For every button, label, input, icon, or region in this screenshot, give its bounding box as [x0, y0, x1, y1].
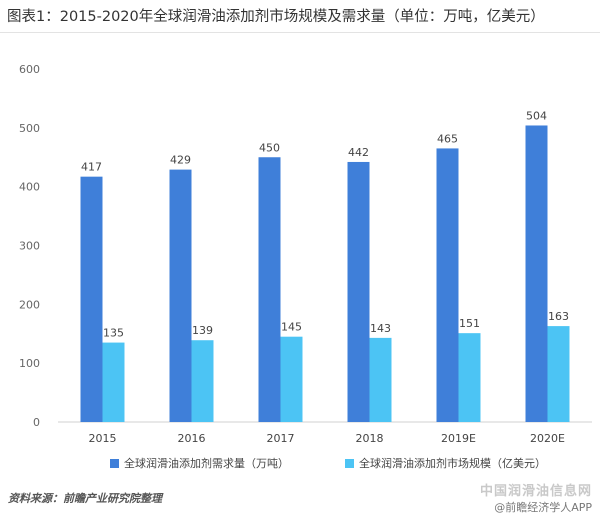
y-tick-label: 500	[19, 122, 40, 135]
data-label: 417	[81, 161, 102, 174]
bar-market-size	[369, 337, 392, 422]
legend-swatch-market-size	[345, 458, 354, 468]
x-tick-label: 2020E	[530, 432, 565, 445]
bar-demand	[258, 157, 281, 422]
data-label: 450	[259, 141, 280, 154]
data-label: 429	[170, 154, 191, 167]
footer-watermark: 中国润滑油信息网 @前瞻经济学人APP	[480, 480, 592, 515]
bar-market-size	[102, 342, 125, 422]
bar-market-size	[191, 340, 214, 422]
x-tick-label: 2016	[178, 432, 206, 445]
data-label: 151	[459, 317, 480, 330]
x-axis: 2015 2016 2017 2018 2019E 2020E	[58, 421, 592, 445]
x-tick-label: 2019E	[441, 432, 476, 445]
bar-market-size	[547, 326, 570, 422]
bar-chart: 0 100 200 300 400 500 600 2015 2016 2017 2018 2019…	[19, 63, 592, 445]
y-tick-label: 400	[19, 181, 40, 194]
data-label: 442	[348, 146, 369, 159]
bar-demand	[80, 176, 103, 422]
legend: 全球润滑油添加剂需求量（万吨） 全球润滑油添加剂市场规模（亿美元）	[110, 455, 560, 473]
y-tick-label: 300	[19, 240, 40, 253]
bar-market-size	[458, 333, 481, 422]
x-tick-label: 2017	[267, 432, 295, 445]
data-label: 143	[370, 322, 391, 335]
legend-item-demand: 全球润滑油添加剂需求量（万吨）	[110, 455, 289, 471]
legend-swatch-demand	[110, 458, 119, 468]
legend-label-market-size: 全球润滑油添加剂市场规模（亿美元）	[359, 457, 546, 470]
bar-demand	[436, 148, 459, 423]
data-labels: 417 135 429 139 450 145 442 143 465 151 504 163	[81, 109, 569, 339]
bar-demand	[525, 125, 548, 422]
bar-demand	[347, 161, 370, 422]
y-tick-label: 600	[19, 63, 40, 76]
data-label: 163	[548, 310, 569, 323]
y-axis: 0 100 200 300 400 500 600	[19, 63, 40, 429]
app-label: @前瞻经济学人APP	[494, 501, 592, 514]
data-label: 465	[437, 132, 458, 145]
chart-title: 图表1：2015-2020年全球润滑油添加剂市场规模及需求量（单位：万吨，亿美元…	[7, 9, 545, 25]
data-label: 139	[192, 324, 213, 337]
y-tick-label: 100	[19, 357, 40, 370]
x-tick-label: 2018	[356, 432, 384, 445]
title-divider	[0, 32, 600, 33]
y-tick-label: 0	[33, 416, 40, 429]
legend-item-market-size: 全球润滑油添加剂市场规模（亿美元）	[345, 455, 546, 471]
watermark-site: 中国润滑油信息网	[479, 484, 592, 499]
source-note: 资料来源：前瞻产业研究院整理	[8, 492, 162, 505]
x-tick-label: 2015	[89, 432, 117, 445]
data-label: 145	[281, 321, 302, 334]
bar-market-size	[280, 336, 303, 422]
bar-demand	[169, 169, 192, 422]
data-label: 504	[526, 109, 547, 122]
bars	[80, 125, 570, 423]
data-label: 135	[103, 327, 124, 340]
legend-label-demand: 全球润滑油添加剂需求量（万吨）	[124, 457, 289, 470]
y-tick-label: 200	[19, 298, 40, 311]
